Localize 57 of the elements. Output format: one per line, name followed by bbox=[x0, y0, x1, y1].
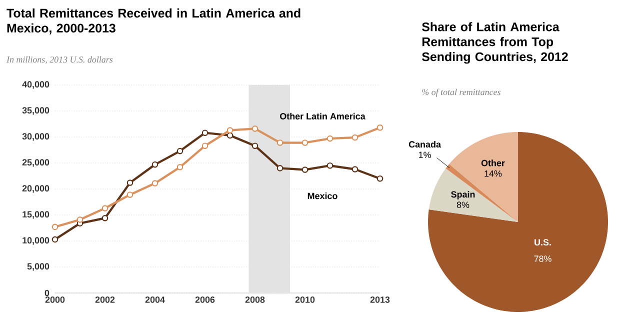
series-label: Other Latin America bbox=[280, 112, 366, 120]
point bbox=[226, 132, 234, 139]
x-tick-label: 2000 bbox=[45, 296, 65, 303]
point bbox=[252, 142, 258, 149]
point bbox=[102, 214, 108, 222]
slice-label: U.S. bbox=[534, 239, 551, 246]
point bbox=[176, 164, 184, 170]
point bbox=[326, 162, 334, 169]
point bbox=[302, 140, 308, 146]
data-label: 14% bbox=[484, 170, 502, 177]
point bbox=[76, 216, 84, 223]
x-tick-label: 2002 bbox=[95, 296, 115, 303]
point bbox=[252, 126, 258, 132]
point bbox=[276, 140, 284, 146]
point bbox=[202, 142, 208, 149]
point bbox=[326, 135, 334, 142]
point bbox=[352, 166, 358, 172]
text: Mexico bbox=[308, 192, 338, 200]
slice-label: Other bbox=[481, 160, 505, 166]
y-tick-label: 5,000 bbox=[27, 263, 50, 271]
x-tick-label: 2013 bbox=[370, 296, 390, 303]
slice-label: Canada bbox=[408, 140, 442, 148]
point bbox=[152, 161, 158, 168]
chart-subtitle: % of total remittances bbox=[422, 88, 500, 97]
point bbox=[52, 236, 58, 243]
y-tick-label: 25,000 bbox=[22, 159, 50, 167]
point bbox=[126, 180, 134, 186]
point bbox=[302, 166, 308, 173]
x-tick-label: 2006 bbox=[195, 296, 215, 303]
data-label: 78% bbox=[534, 256, 552, 262]
point bbox=[376, 124, 384, 131]
chart-title: Share of Latin America Remittances from Top Sending Countries, 2012 bbox=[422, 22, 568, 64]
point bbox=[352, 134, 358, 141]
point bbox=[126, 192, 134, 198]
point bbox=[152, 180, 158, 186]
point bbox=[52, 224, 58, 230]
y-tick-label: 15,000 bbox=[22, 211, 50, 219]
point bbox=[376, 175, 384, 182]
point bbox=[276, 165, 284, 172]
y-tick-label: 10,000 bbox=[22, 237, 50, 245]
point bbox=[226, 127, 234, 134]
y-tick-label: 35,000 bbox=[22, 107, 50, 115]
point bbox=[102, 205, 108, 212]
x-tick-label: 2010 bbox=[295, 296, 315, 303]
slice-label: Spain bbox=[451, 190, 475, 200]
y-tick-label: 40,000 bbox=[22, 81, 50, 89]
chart-subtitle: In millions, 2013 U.S. dollars bbox=[6, 56, 113, 64]
y-tick-label: 30,000 bbox=[22, 133, 50, 141]
x-tick-label: 2004 bbox=[145, 296, 165, 303]
point bbox=[202, 130, 208, 136]
y-tick-label: 20,000 bbox=[22, 185, 50, 193]
y-tick-label: 0 bbox=[44, 290, 50, 296]
point bbox=[176, 148, 184, 154]
data-label: 8% bbox=[456, 202, 470, 208]
data-label: 1% bbox=[418, 152, 431, 158]
chart-title: Total Remittances Received in Latin America and Mexico, 2000-2013 bbox=[6, 8, 300, 34]
x-tick-label: 2008 bbox=[245, 296, 265, 303]
